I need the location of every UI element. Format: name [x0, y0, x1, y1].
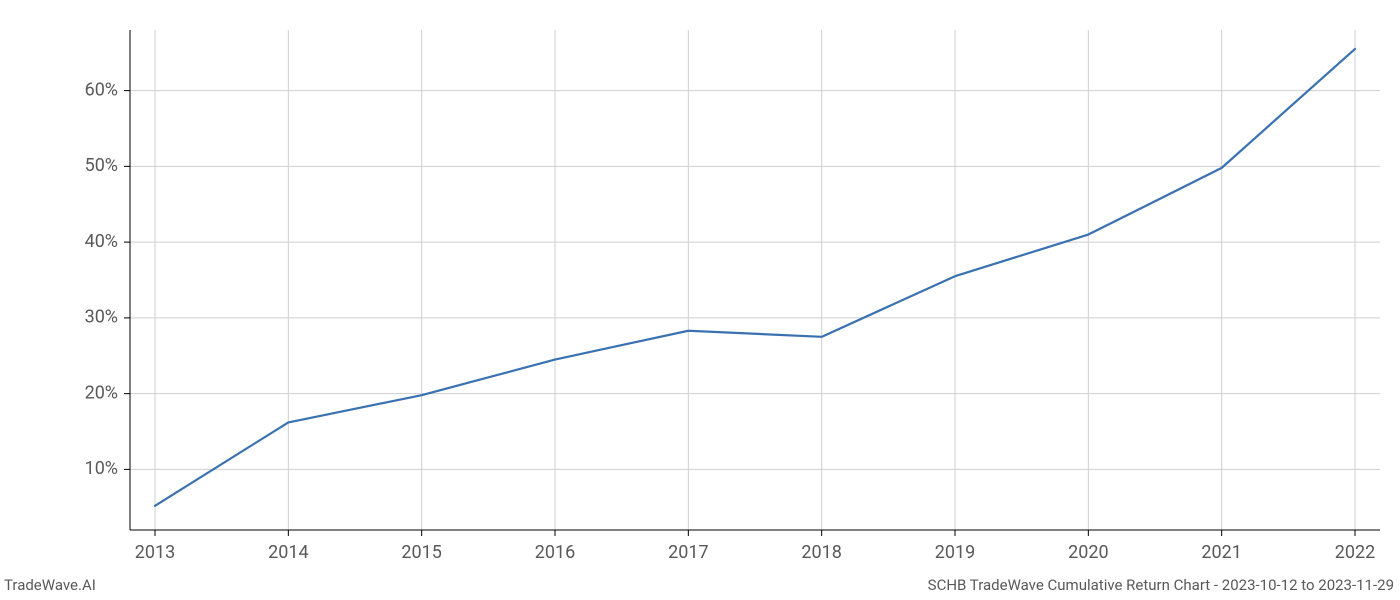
y-tick-label: 20%	[85, 382, 118, 403]
footer-left-label: TradeWave.AI	[4, 576, 96, 594]
x-tick-label: 2022	[1335, 542, 1375, 563]
x-tick-label: 2015	[401, 542, 441, 563]
line-chart: 10% 20% 30% 40% 50% 60% 2013 2014 2015 2016 2017 20…	[0, 0, 1400, 600]
x-tick-label: 2020	[1068, 542, 1108, 563]
y-tick-label: 60%	[85, 79, 118, 100]
x-tick-label: 2018	[801, 542, 841, 563]
x-tick-label: 2017	[668, 542, 708, 563]
x-tick-label: 2019	[935, 542, 975, 563]
y-tick-label: 50%	[85, 155, 118, 176]
y-tick-label: 10%	[85, 458, 118, 479]
chart-container: 10% 20% 30% 40% 50% 60% 2013 2014 2015 2016 2017 20…	[0, 0, 1400, 600]
footer-right-label: SCHB TradeWave Cumulative Return Chart -…	[928, 576, 1394, 594]
x-tick-label: 2021	[1201, 542, 1241, 563]
y-tick-label: 40%	[85, 231, 118, 252]
x-tick-label: 2014	[268, 542, 308, 563]
x-tick-label: 2016	[535, 542, 575, 563]
x-tick-label: 2013	[135, 542, 175, 563]
y-tick-label: 30%	[85, 307, 118, 328]
